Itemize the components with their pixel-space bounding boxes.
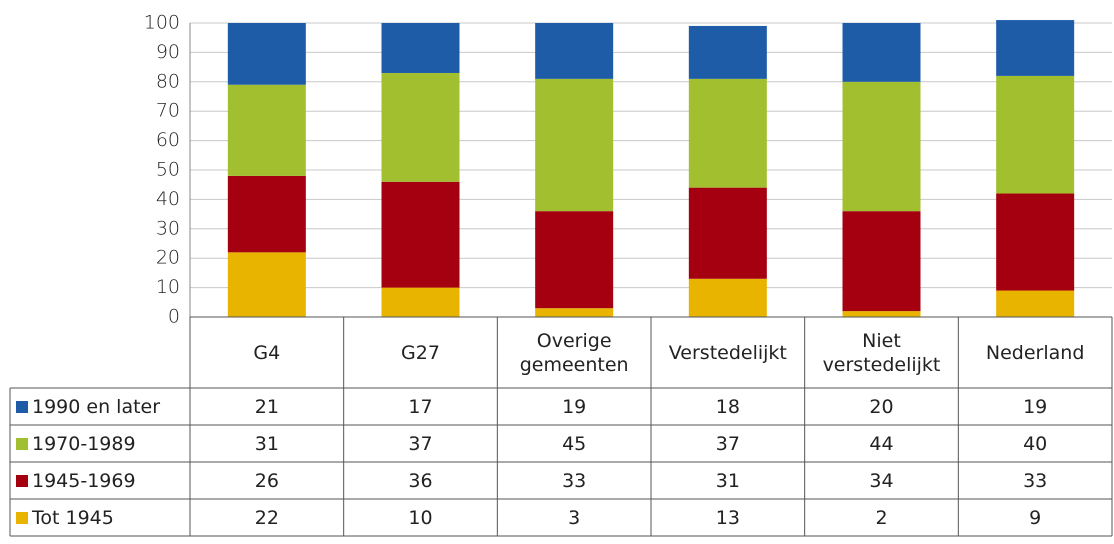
table-value: 21	[254, 395, 279, 418]
bar-segment	[688, 278, 767, 317]
table-header: Nederland	[985, 341, 1085, 364]
legend-swatch	[16, 511, 28, 524]
table-value: 33	[1023, 469, 1048, 492]
y-tick-label: 70	[156, 100, 180, 122]
bar-segment	[688, 187, 767, 279]
legend-swatch	[16, 474, 28, 487]
bar-segment	[227, 23, 306, 85]
table-value: 10	[408, 506, 433, 529]
legend-entry: Tot 1945	[10, 499, 190, 536]
legend-label: 1945-1969	[32, 469, 136, 492]
bar-segment	[996, 290, 1075, 317]
legend-label: 1970-1989	[32, 432, 136, 455]
table-header: Verstedelijkt	[668, 341, 787, 364]
table-value: 2	[875, 506, 888, 529]
y-tick-label: 0	[168, 306, 180, 328]
bar-segment	[381, 181, 460, 288]
table-value: 22	[254, 506, 279, 529]
bar-segment	[842, 211, 921, 312]
table-value: 17	[408, 395, 433, 418]
bar-segment	[535, 78, 614, 212]
bar-segment	[381, 72, 460, 182]
y-tick-label: 90	[156, 41, 180, 63]
bar-segment	[227, 84, 306, 176]
y-tick-label: 30	[156, 217, 180, 239]
bar-segment	[688, 78, 767, 188]
table-header: Niet verstedelijkt	[822, 329, 941, 376]
table-value: 44	[869, 432, 894, 455]
bar-segment	[842, 23, 921, 82]
table-value: 9	[1029, 506, 1042, 529]
bar-segment	[535, 23, 614, 79]
table-value: 3	[568, 506, 581, 529]
bar-segment	[996, 193, 1075, 291]
legend-swatch	[16, 437, 28, 450]
legend-label: 1990 en later	[32, 395, 161, 418]
bar-segment	[381, 287, 460, 317]
y-tick-label: 60	[156, 129, 180, 151]
table-header: G27	[401, 341, 440, 364]
legend-swatch	[16, 400, 28, 413]
y-tick-label: 80	[156, 70, 180, 92]
y-tick-label: 10	[156, 276, 180, 298]
table-value: 37	[408, 432, 433, 455]
table-value: 31	[715, 469, 740, 492]
bar-segment	[381, 23, 460, 73]
y-tick-label: 40	[156, 188, 180, 210]
bar-segment	[227, 175, 306, 253]
table-value: 40	[1023, 432, 1048, 455]
bar-segment	[842, 311, 921, 317]
y-tick-label: 20	[156, 247, 180, 269]
table-value: 33	[562, 469, 587, 492]
table-value: 13	[715, 506, 740, 529]
table-value: 37	[715, 432, 740, 455]
bar-segment	[227, 252, 306, 317]
y-tick-label: 100	[144, 12, 180, 34]
bar-segment	[842, 81, 921, 212]
table-value: 19	[1023, 395, 1048, 418]
table-value: 20	[869, 395, 894, 418]
table-header: Overige gemeenten	[519, 329, 629, 376]
table-value: 36	[408, 469, 433, 492]
table-value: 19	[562, 395, 587, 418]
table-value: 31	[254, 432, 279, 455]
bar-segment	[535, 308, 614, 317]
table-value: 26	[254, 469, 279, 492]
legend-label: Tot 1945	[32, 506, 114, 529]
bar-segment	[535, 211, 614, 309]
bar-segment	[688, 25, 767, 79]
legend-entry: 1970-1989	[10, 425, 190, 462]
bar-segment	[996, 75, 1075, 194]
legend-entry: 1990 en later	[10, 388, 190, 425]
table-value: 18	[715, 395, 740, 418]
legend-entry: 1945-1969	[10, 462, 190, 499]
y-tick-label: 50	[156, 159, 180, 181]
table-value: 45	[562, 432, 587, 455]
bar-segment	[996, 20, 1075, 76]
table-value: 34	[869, 469, 894, 492]
table-header: G4	[253, 341, 281, 364]
